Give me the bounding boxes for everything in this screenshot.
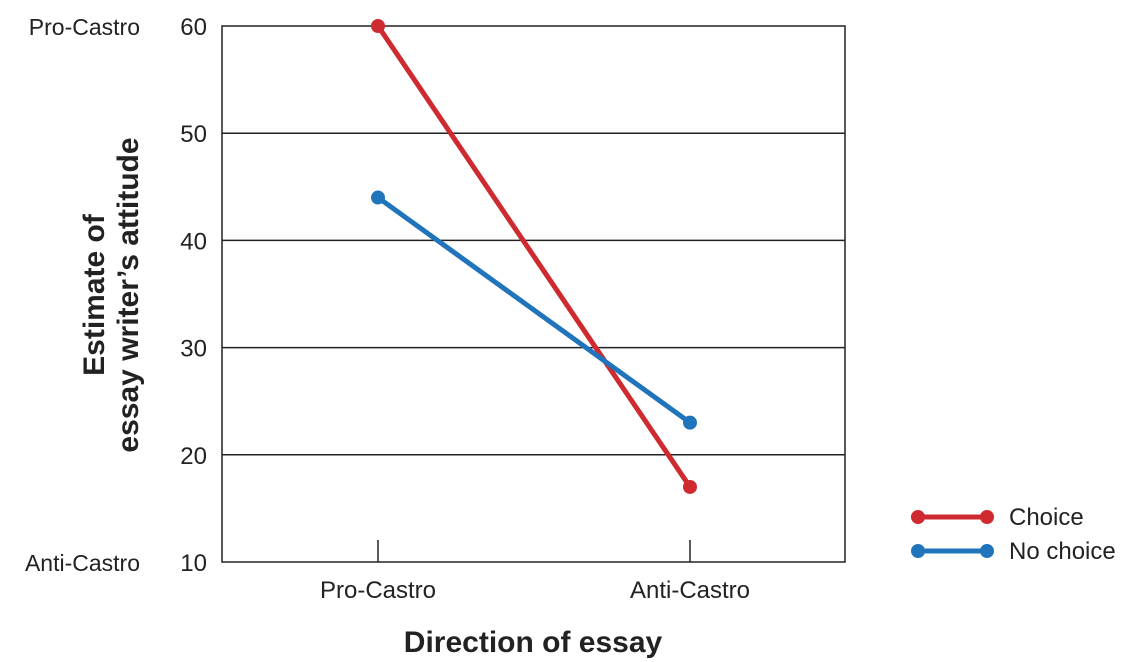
y-axis-title-line-1: Estimate of: [78, 213, 111, 376]
data-point-choice: [371, 19, 385, 33]
legend-marker-no-choice: [911, 544, 925, 558]
y-tick-label: 40: [180, 228, 207, 255]
legend: Choice No choice: [911, 504, 1116, 565]
y-axis-title-line-2: essay writer’s attitude: [112, 137, 145, 452]
legend-label-choice: Choice: [1009, 504, 1084, 531]
x-ticks: Pro-Castro Anti-Castro: [320, 540, 750, 604]
data-point-no-choice: [371, 190, 385, 205]
y-ticks: 10 20 30 40 50 60: [180, 14, 207, 577]
legend-marker-choice: [911, 510, 925, 524]
y-tick-label: 60: [180, 14, 207, 41]
legend-label-no-choice: No choice: [1009, 538, 1116, 565]
series-line-choice: [375, 23, 693, 490]
y-tick-label: 20: [180, 443, 207, 470]
x-tick-label: Pro-Castro: [320, 577, 436, 604]
plot-frame: [221, 25, 846, 563]
y-side-label-top: Pro-Castro: [29, 14, 140, 40]
grid-layer: [222, 132, 845, 456]
legend-marker-choice: [980, 510, 994, 524]
y-tick-label: 10: [180, 550, 207, 577]
series-layer: [371, 19, 697, 494]
x-axis-title: Direction of essay: [404, 626, 663, 659]
series-line-no-choice: [375, 195, 693, 426]
y-side-label-bottom: Anti-Castro: [25, 550, 140, 576]
y-tick-label: 30: [180, 336, 207, 363]
data-point-no-choice: [683, 415, 697, 430]
y-axis-title: Estimate of essay writer’s attitude: [78, 137, 145, 452]
x-tick-label: Anti-Castro: [630, 577, 750, 604]
y-tick-label: 50: [180, 121, 207, 148]
data-point-choice: [683, 479, 697, 494]
legend-marker-no-choice: [980, 544, 994, 558]
